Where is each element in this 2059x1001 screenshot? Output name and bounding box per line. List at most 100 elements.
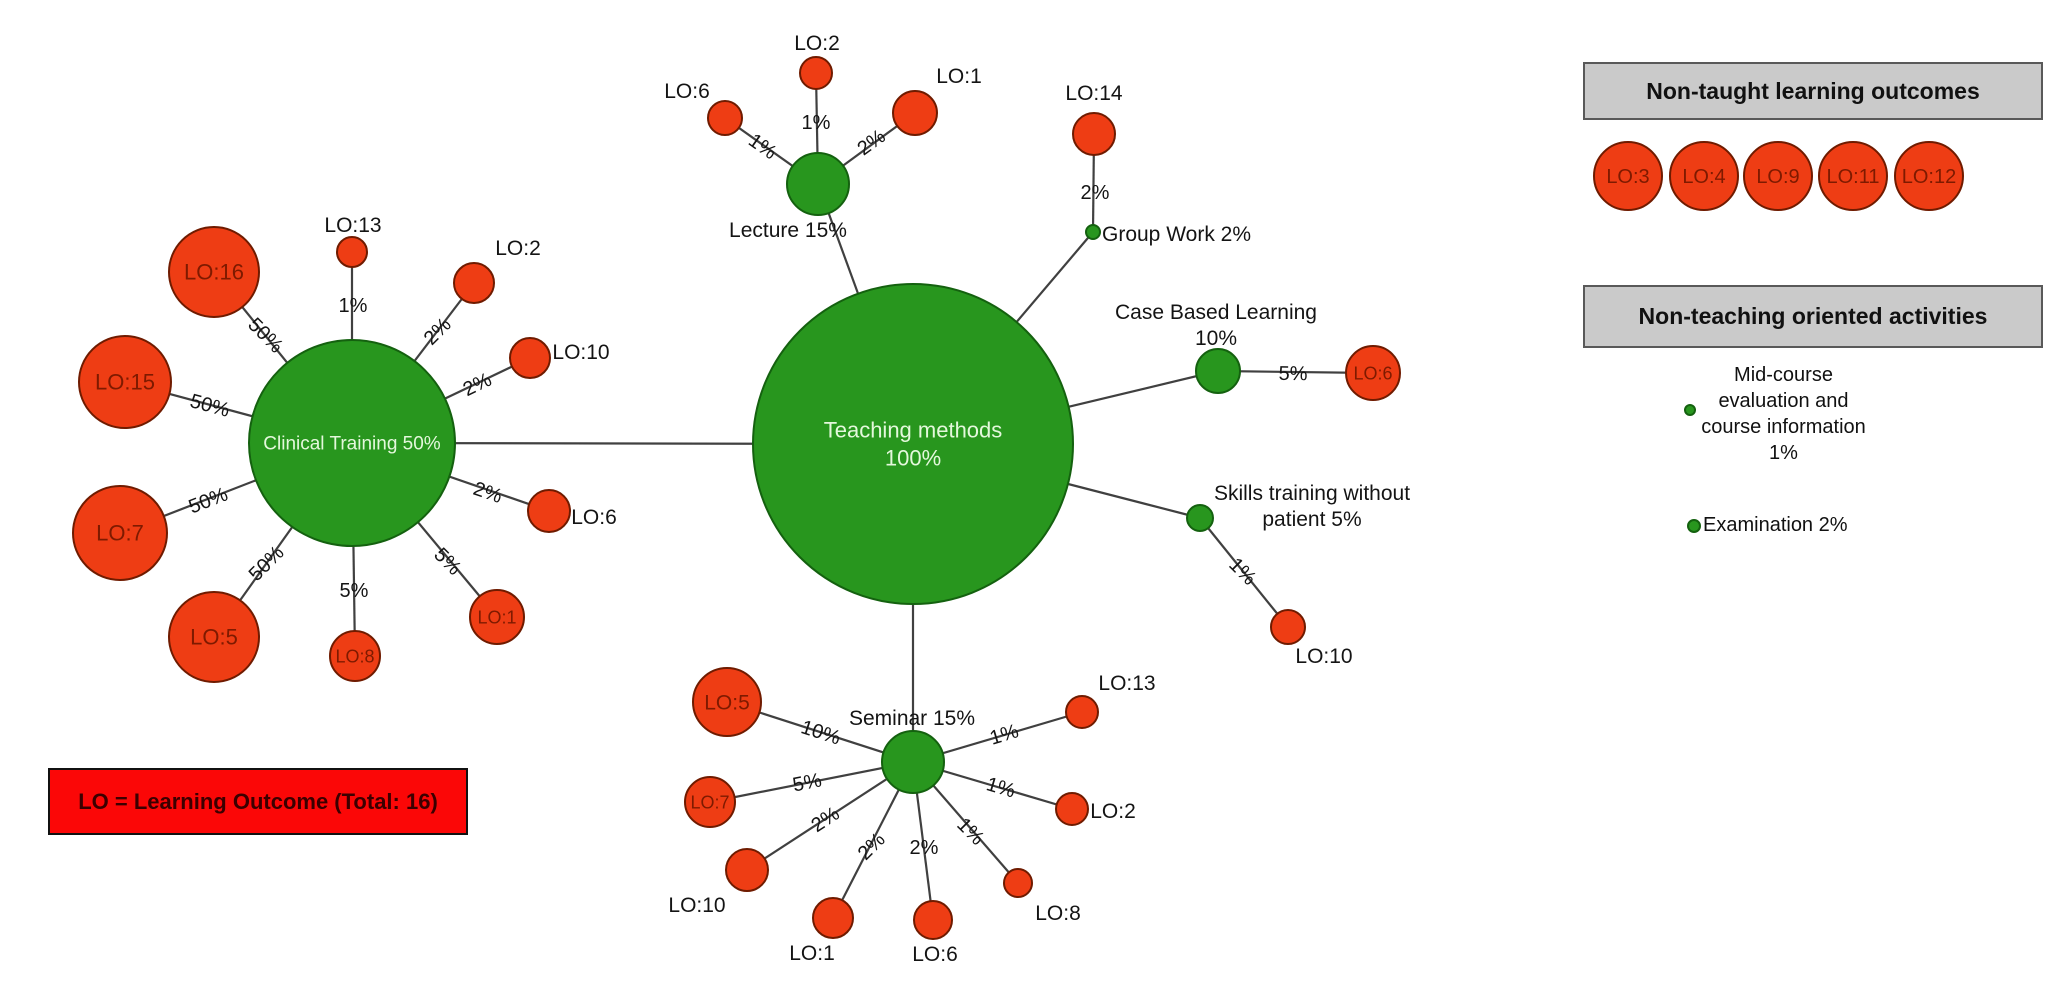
edge-label-clinical-cl-lo10: 2% xyxy=(460,369,496,401)
node-skills-label: Skills training without xyxy=(1214,482,1410,505)
node-lec-lo1-label: LO:1 xyxy=(936,65,982,88)
legend-text: LO = Learning Outcome (Total: 16) xyxy=(78,788,438,814)
node-sem-lo2-label: LO:2 xyxy=(1090,800,1136,823)
node-cbl-label: 10% xyxy=(1195,327,1237,350)
edge-label-seminar-sem-lo6: 2% xyxy=(910,837,939,859)
node-cbl-lo6-circle xyxy=(1345,345,1401,401)
node-sem-lo1-circle xyxy=(812,897,854,939)
edge-skills-sk-lo10 xyxy=(1199,517,1289,628)
edge-label-seminar-sem-lo8: 1% xyxy=(952,814,988,850)
edge-label-cbl-cbl-lo6: 5% xyxy=(1278,363,1307,385)
node-groupwork-circle xyxy=(1085,224,1101,240)
node-sem-lo2-circle xyxy=(1055,792,1089,826)
node-sem-lo5-label: LO:5 xyxy=(704,691,750,714)
node-nt-lo4-circle xyxy=(1669,141,1739,211)
edge-label-clinical-cl-lo1: 5% xyxy=(429,544,465,580)
node-cl-lo16-label: LO:16 xyxy=(184,260,244,285)
node-sem-lo6-circle xyxy=(913,900,953,940)
node-nt-lo9-circle xyxy=(1743,141,1813,211)
node-cl-lo2-circle xyxy=(453,262,495,304)
node-nt-lo3-label: LO:3 xyxy=(1606,166,1649,188)
node-lec-lo6-label: LO:6 xyxy=(664,80,710,103)
node-cl-lo7-label: LO:7 xyxy=(96,521,144,546)
node-teaching-label: 100% xyxy=(885,446,941,471)
node-cl-lo5-circle xyxy=(168,591,260,683)
node-cbl-label: Case Based Learning xyxy=(1115,301,1317,324)
examination-activity-label: Examination 2% xyxy=(1703,514,1848,536)
node-cl-lo8-label: LO:8 xyxy=(335,646,374,666)
node-lecture-circle xyxy=(786,152,850,216)
node-sem-lo8-circle xyxy=(1003,868,1033,898)
node-sk-lo10-label: LO:10 xyxy=(1295,645,1352,668)
node-cl-lo8-circle xyxy=(329,630,381,682)
node-cl-lo15-label: LO:15 xyxy=(95,370,155,395)
node-teaching-label: Teaching methods xyxy=(824,418,1003,443)
non-taught-title: Non-taught learning outcomes xyxy=(1646,77,1980,104)
node-cl-lo1-label: LO:1 xyxy=(477,607,516,627)
edge-label-lecture-lec-lo2: 1% xyxy=(802,112,831,134)
node-nt-lo9-label: LO:9 xyxy=(1756,166,1799,188)
node-seminar-label: Seminar 15% xyxy=(849,707,975,730)
edge-label-clinical-cl-lo8: 5% xyxy=(340,580,369,602)
node-cl-lo2-label: LO:2 xyxy=(495,237,541,260)
node-cl-lo5-label: LO:5 xyxy=(190,625,238,650)
node-nt-lo12-circle xyxy=(1894,141,1964,211)
node-skills-label: patient 5% xyxy=(1262,508,1361,531)
node-sem-lo1-label: LO:1 xyxy=(789,942,835,965)
node-teaching-circle xyxy=(752,283,1074,605)
node-nt-lo11-label: LO:11 xyxy=(1827,166,1880,188)
node-lec-lo2-circle xyxy=(799,56,833,90)
node-sem-lo7-circle xyxy=(684,776,736,828)
node-cbl-lo6-label: LO:6 xyxy=(1353,363,1392,383)
node-cl-lo10-label: LO:10 xyxy=(552,341,609,364)
node-cl-lo10-circle xyxy=(509,337,551,379)
node-cl-lo16-circle xyxy=(168,226,260,318)
node-cl-lo15-circle xyxy=(78,335,172,429)
node-sem-lo13-circle xyxy=(1065,695,1099,729)
node-cl-lo7-circle xyxy=(72,485,168,581)
node-cl-lo13-circle xyxy=(336,236,368,268)
node-sem-lo8-label: LO:8 xyxy=(1035,902,1081,925)
node-nt-lo12-label: LO:12 xyxy=(1902,166,1956,188)
midcourse-line-3: course information xyxy=(1701,416,1866,438)
non-teaching-title: Non-teaching oriented activities xyxy=(1638,303,1988,329)
midcourse-line-4: 1% xyxy=(1769,442,1798,464)
node-cbl-circle xyxy=(1195,348,1241,394)
edge-label-clinical-cl-lo2: 2% xyxy=(420,314,456,350)
node-act-exam-dot-circle xyxy=(1687,519,1701,533)
node-sem-lo7-label: LO:7 xyxy=(690,792,729,812)
edge-label-clinical-cl-lo15: 50% xyxy=(188,390,233,422)
node-cl-lo6-label: LO:6 xyxy=(571,506,617,529)
node-lec-lo6-circle xyxy=(707,100,743,136)
edge-label-clinical-cl-lo6: 2% xyxy=(470,478,505,508)
node-cl-lo1-circle xyxy=(469,589,525,645)
node-seminar-circle xyxy=(881,730,945,794)
node-lec-lo1-circle xyxy=(892,90,938,136)
midcourse-activity-label: Mid-course evaluation and course informa… xyxy=(1666,362,1901,466)
midcourse-line-1: Mid-course xyxy=(1734,364,1833,386)
node-nt-lo11-circle xyxy=(1818,141,1888,211)
edge-label-clinical-cl-lo13: 1% xyxy=(339,295,368,317)
non-taught-header: Non-taught learning outcomes xyxy=(1583,62,2043,120)
node-nt-lo4-label: LO:4 xyxy=(1682,166,1725,188)
edge-label-seminar-sem-lo1: 2% xyxy=(854,829,890,865)
node-sem-lo10-circle xyxy=(725,848,769,892)
node-gw-lo14-label: LO:14 xyxy=(1065,82,1123,105)
edge-label-groupwork-gw-lo14: 2% xyxy=(1081,182,1110,204)
node-clinical-circle xyxy=(248,339,456,547)
node-gw-lo14-circle xyxy=(1072,112,1116,156)
node-clinical-label: Clinical Training 50% xyxy=(263,434,441,455)
edge-label-clinical-cl-lo16: 50% xyxy=(243,314,287,358)
node-sem-lo6-label: LO:6 xyxy=(912,943,958,966)
edge-label-seminar-sem-lo5: 10% xyxy=(798,716,843,749)
node-nt-lo3-circle xyxy=(1593,141,1663,211)
node-groupwork-label: Group Work 2% xyxy=(1102,223,1251,246)
node-cl-lo6-circle xyxy=(527,489,571,533)
edge-label-seminar-sem-lo10: 2% xyxy=(807,803,843,837)
edge-label-seminar-sem-lo2: 1% xyxy=(984,773,1018,802)
node-lecture-label: Lecture 15% xyxy=(729,219,847,242)
edge-seminar-sem-lo10 xyxy=(746,761,914,871)
non-teaching-header: Non-teaching oriented activities xyxy=(1583,285,2043,348)
